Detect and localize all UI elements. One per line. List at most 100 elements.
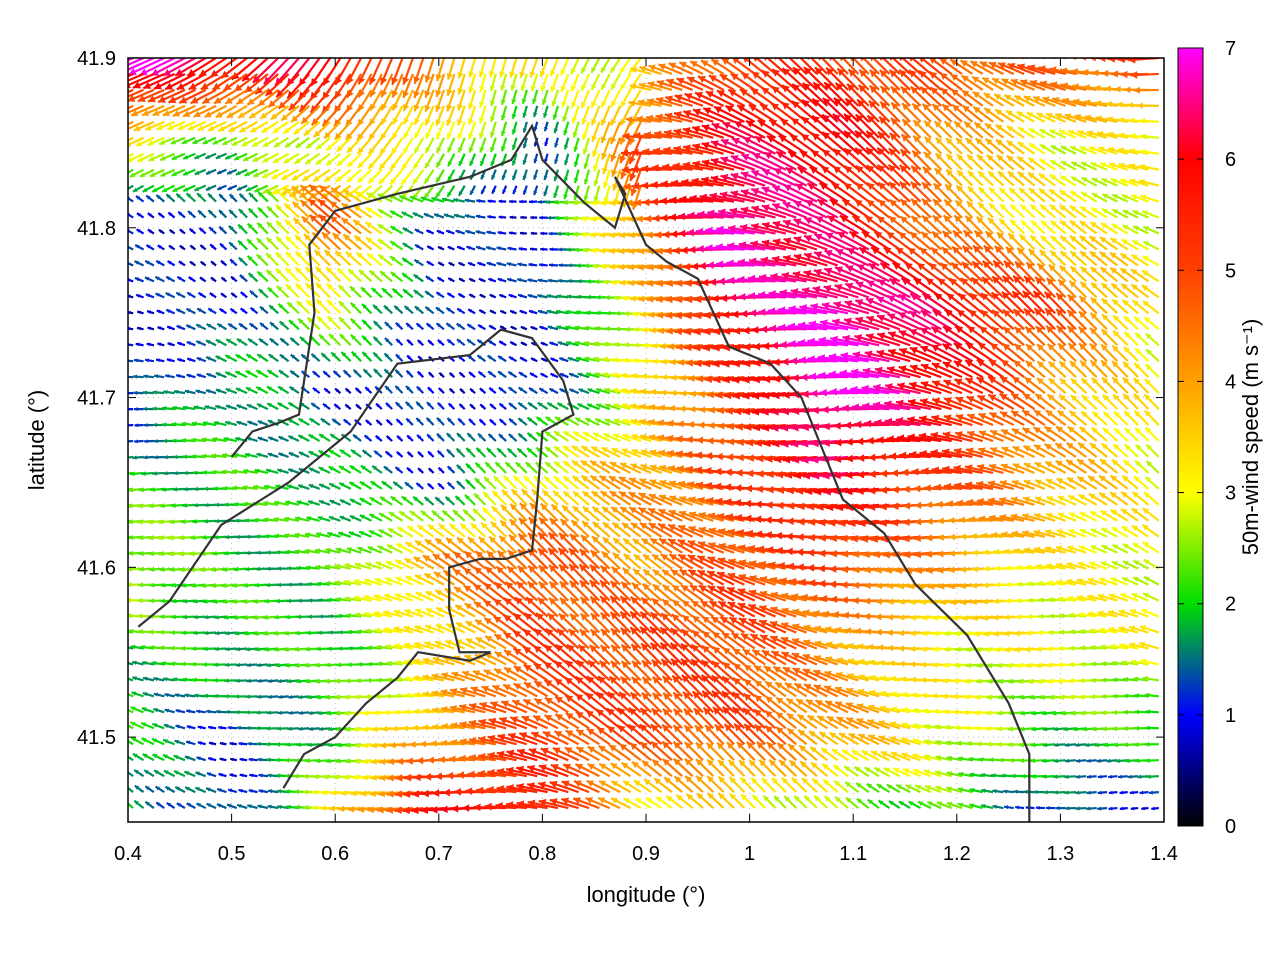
colorbar-tick-label: 7 <box>1225 38 1236 60</box>
wind-arrow <box>642 660 661 680</box>
wind-arrow <box>545 698 568 713</box>
colorbar-tick-label: 3 <box>1225 483 1236 505</box>
wind-arrow <box>724 724 744 744</box>
wind-arrow <box>939 43 962 58</box>
wind-arrow <box>478 372 485 378</box>
wind-arrow <box>1075 806 1086 810</box>
wind-arrow <box>1044 790 1056 794</box>
wind-arrow <box>145 358 154 362</box>
wind-arrow <box>1045 444 1066 457</box>
wind-arrow <box>549 247 558 251</box>
wind-arrow <box>391 272 403 281</box>
wind-arrow <box>194 186 205 191</box>
wind-arrow <box>765 711 786 729</box>
wind-arrow <box>1087 759 1097 763</box>
wind-arrow <box>363 450 372 457</box>
wind-arrow <box>132 676 143 680</box>
wind-arrow <box>133 375 144 379</box>
wind-arrow <box>520 358 527 362</box>
wind-arrow <box>1130 71 1159 79</box>
wind-arrow <box>147 327 153 330</box>
wind-arrow <box>509 403 517 409</box>
wind-arrow <box>418 372 424 378</box>
wind-arrow <box>236 388 247 393</box>
wind-arrow <box>198 293 205 298</box>
wind-arrow <box>309 418 319 425</box>
wind-arrow <box>228 324 237 330</box>
wind-arrow <box>414 260 423 266</box>
wind-arrow <box>470 404 475 409</box>
wind-arrow <box>288 695 299 699</box>
wind-arrow <box>166 293 175 298</box>
wind-arrow <box>582 476 600 489</box>
wind-arrow <box>855 200 879 218</box>
wind-arrow <box>571 74 579 91</box>
wind-arrow <box>324 388 330 393</box>
wind-arrow <box>632 50 652 58</box>
wind-arrow <box>298 727 309 731</box>
wind-arrow <box>487 230 496 234</box>
wind-arrow <box>418 340 424 345</box>
wind-arrow <box>186 709 195 713</box>
wind-arrow <box>250 323 258 329</box>
wind-arrow <box>425 307 433 313</box>
wind-arrow <box>512 106 517 119</box>
wind-arrow <box>1120 807 1128 811</box>
wind-arrow <box>418 452 423 457</box>
wind-arrow <box>351 319 361 330</box>
wind-arrow <box>137 213 144 217</box>
wind-arrow <box>225 372 236 377</box>
wind-arrow <box>528 263 537 267</box>
wind-arrow <box>1011 393 1034 409</box>
wind-arrow <box>553 106 558 120</box>
wind-arrow <box>446 497 455 505</box>
wind-arrow <box>1098 775 1107 779</box>
wind-arrow <box>230 773 237 777</box>
wind-arrow <box>446 323 454 329</box>
wind-arrow <box>196 803 205 808</box>
wind-arrow <box>126 327 133 331</box>
wind-arrow <box>498 278 506 282</box>
x-tick-label: 1.1 <box>839 843 867 865</box>
wind-arrow <box>187 358 195 362</box>
wind-arrow <box>526 462 537 473</box>
wind-arrow <box>403 289 413 297</box>
wind-arrow <box>164 770 175 776</box>
wind-arrow <box>364 369 372 377</box>
wind-arrow <box>211 261 216 265</box>
wind-arrow <box>352 352 361 361</box>
wind-arrow <box>332 419 340 425</box>
wind-arrow <box>592 491 610 505</box>
wind-arrow <box>468 309 475 313</box>
wind-arrow <box>392 289 402 298</box>
wind-arrow <box>145 261 154 266</box>
wind-arrow <box>237 726 247 730</box>
wind-arrow <box>1147 774 1159 779</box>
wind-arrow <box>1035 462 1055 473</box>
wind-arrow <box>490 138 496 152</box>
wind-arrow <box>220 244 226 250</box>
wind-arrow <box>226 339 236 345</box>
wind-arrow <box>249 758 258 762</box>
wind-arrow <box>576 747 599 760</box>
wind-arrow <box>240 758 247 762</box>
wind-arrow <box>995 46 1024 58</box>
wind-arrow <box>466 480 475 489</box>
wind-arrow <box>712 59 735 74</box>
wind-arrow <box>560 58 568 75</box>
wind-arrow <box>167 358 175 362</box>
wind-arrow <box>230 194 237 201</box>
wind-arrow <box>889 801 900 808</box>
wind-arrow <box>524 682 548 696</box>
wind-arrow <box>200 277 206 281</box>
wind-arrow <box>416 483 423 489</box>
wind-arrow <box>216 340 226 346</box>
wind-arrow <box>459 278 465 281</box>
wind-arrow <box>593 170 599 186</box>
wind-arrow <box>175 740 185 744</box>
wind-arrow <box>528 294 538 298</box>
wind-arrow <box>168 342 175 346</box>
wind-arrow <box>134 407 144 411</box>
wind-arrow <box>426 276 434 281</box>
wind-arrow <box>443 511 455 521</box>
